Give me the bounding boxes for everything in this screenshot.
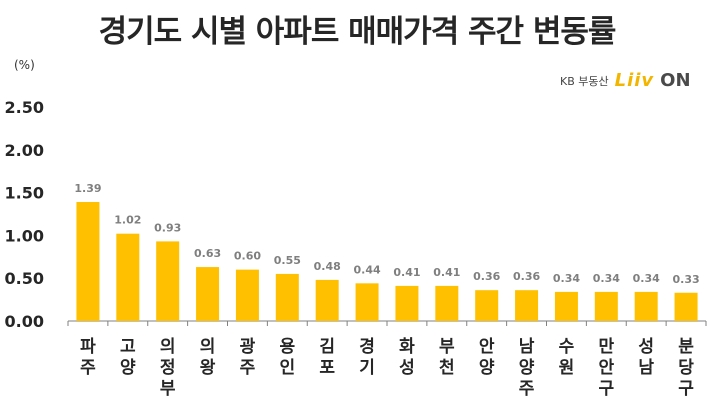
y-tick-label: 1.00 xyxy=(5,226,44,245)
bar xyxy=(275,273,299,321)
logo-kb-text: KB 부동산 xyxy=(560,74,609,88)
bar xyxy=(76,202,100,321)
bar xyxy=(355,283,379,321)
bar xyxy=(156,241,180,321)
bar xyxy=(235,269,259,321)
bar xyxy=(395,285,419,321)
bar xyxy=(315,279,339,321)
data-label: 0.63 xyxy=(194,247,221,260)
data-label: 0.34 xyxy=(593,272,620,285)
y-tick-label: 0.50 xyxy=(5,269,44,288)
bar xyxy=(674,292,698,321)
data-label: 1.02 xyxy=(114,214,141,227)
data-label: 0.36 xyxy=(513,270,540,283)
y-tick-label: 2.00 xyxy=(5,141,44,160)
y-tick-label: 2.50 xyxy=(5,98,44,117)
data-label: 0.60 xyxy=(234,250,261,263)
y-axis-unit: (%) xyxy=(14,58,35,72)
bar xyxy=(435,285,459,321)
data-label: 0.41 xyxy=(433,266,460,279)
bar xyxy=(515,290,539,321)
data-label: 0.55 xyxy=(274,254,301,267)
y-tick-label: 0.00 xyxy=(5,312,44,331)
bar xyxy=(196,267,220,321)
kb-liiv-on-logo: KB 부동산 Liiv ON xyxy=(560,70,691,91)
chart-title: 경기도 시별 아파트 매매가격 주간 변동률 xyxy=(98,14,617,50)
bar xyxy=(475,290,499,321)
data-label: 0.93 xyxy=(154,221,181,234)
data-label: 0.33 xyxy=(672,273,699,286)
bar xyxy=(594,291,618,321)
data-label: 0.34 xyxy=(553,272,580,285)
bar xyxy=(634,291,658,321)
data-label: 0.34 xyxy=(633,272,660,285)
logo-on-text: ON xyxy=(660,70,691,91)
data-label: 0.36 xyxy=(473,270,500,283)
bar xyxy=(554,291,578,321)
data-label: 1.39 xyxy=(74,182,101,195)
data-label: 0.48 xyxy=(314,260,341,273)
logo-liiv-text: Liiv xyxy=(614,70,655,91)
data-label: 0.44 xyxy=(353,263,380,276)
bar xyxy=(116,233,140,321)
y-tick-label: 1.50 xyxy=(5,184,44,203)
data-label: 0.41 xyxy=(393,266,420,279)
